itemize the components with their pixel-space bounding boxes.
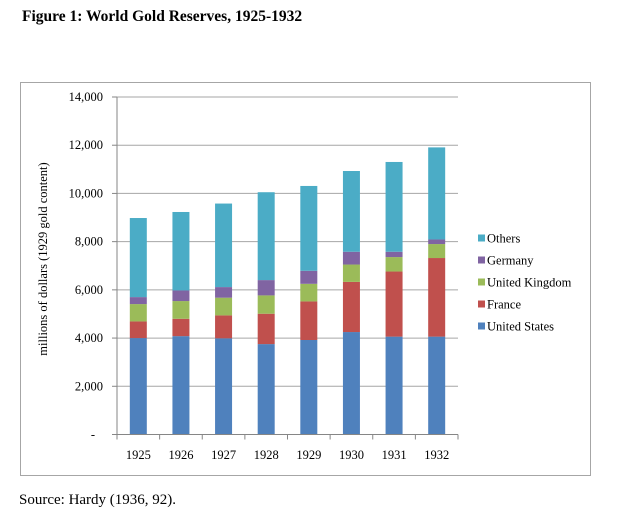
legend-item-united-kingdom: United Kingdom (478, 276, 572, 290)
bar-segment-france-1932 (428, 258, 446, 337)
bar-segment-united-states-1926 (172, 336, 190, 435)
legend-swatch (478, 278, 485, 286)
bar-segment-others-1932 (428, 147, 446, 240)
bar-segment-others-1927 (215, 203, 233, 288)
bar-segment-germany-1929 (300, 270, 318, 284)
bar-segment-united-kingdom-1927 (215, 297, 233, 316)
x-tick-label: 1925 (126, 448, 151, 462)
bar-segment-others-1930 (342, 171, 360, 252)
bar-segment-united-states-1927 (215, 338, 233, 435)
bar-segment-united-kingdom-1929 (300, 283, 318, 302)
bar-segment-france-1927 (215, 315, 233, 339)
x-tick-label: 1928 (254, 448, 279, 462)
x-tick-label: 1926 (168, 448, 193, 462)
bar-segment-germany-1926 (172, 290, 190, 302)
legend: Others Germany United Kingdom France United … (478, 232, 572, 334)
x-tick-labels: 1925 1926 1927 1928 1929 1930 1931 1932 (126, 448, 449, 462)
bars (129, 147, 446, 435)
legend-label: United Kingdom (487, 276, 572, 290)
bar-segment-germany-1927 (215, 287, 233, 298)
bar-segment-united-states-1929 (300, 340, 318, 435)
legend-label: United States (487, 320, 554, 334)
bar-segment-others-1928 (257, 192, 275, 281)
bar-segment-france-1928 (257, 313, 275, 345)
bar-segment-united-kingdom-1932 (428, 244, 446, 259)
y-axis-label: millions of dollars (1929 gold content) (36, 162, 50, 355)
legend-label: Germany (487, 254, 534, 268)
bar-segment-united-kingdom-1925 (129, 304, 147, 322)
source-note: Source: Hardy (1936, 92). (19, 492, 177, 508)
legend-swatch (478, 256, 485, 264)
bar-segment-united-kingdom-1931 (385, 257, 403, 272)
bar-segment-united-states-1925 (129, 338, 147, 435)
x-tick-label: 1931 (382, 448, 407, 462)
x-tick-label: 1927 (211, 448, 236, 462)
y-tick-label: 6,000 (75, 283, 103, 297)
bar-segment-united-states-1932 (428, 336, 446, 435)
bar-segment-germany-1930 (342, 251, 360, 265)
legend-label: France (487, 298, 521, 312)
legend-swatch (478, 300, 485, 308)
bar-segment-others-1925 (129, 218, 147, 298)
bar-segment-others-1926 (172, 211, 190, 291)
y-tick-label: 8,000 (75, 235, 103, 249)
bar-segment-united-kingdom-1926 (172, 301, 190, 319)
legend-swatch (478, 234, 485, 242)
bar-segment-united-kingdom-1928 (257, 295, 275, 314)
legend-swatch (478, 322, 485, 330)
legend-item-united-states: United States (478, 320, 554, 334)
bar-segment-others-1929 (300, 185, 318, 271)
x-tick-label: 1932 (424, 448, 449, 462)
y-tick-labels: - 2,000 4,000 6,000 8,000 10,000 12,000 14,000 (69, 90, 103, 442)
x-tick-label: 1929 (296, 448, 321, 462)
bar-segment-germany-1925 (129, 297, 147, 305)
bar-segment-france-1926 (172, 318, 190, 337)
bar-segment-united-states-1930 (342, 332, 360, 435)
bar-segment-france-1930 (342, 281, 360, 333)
bar-segment-united-kingdom-1930 (342, 264, 360, 282)
bar-segment-france-1925 (129, 321, 147, 339)
x-tick-label: 1930 (339, 448, 364, 462)
bar-segment-germany-1928 (257, 280, 275, 296)
y-tick-label: - (91, 428, 95, 442)
bar-segment-france-1931 (385, 271, 403, 337)
gridlines (117, 96, 458, 387)
bar-segment-united-states-1928 (257, 344, 275, 435)
bar-segment-others-1931 (385, 161, 403, 252)
chart-frame (20, 82, 591, 476)
bar-segment-france-1929 (300, 301, 318, 340)
y-tick-label: 2,000 (75, 379, 103, 393)
legend-item-germany: Germany (478, 254, 534, 268)
axes (112, 96, 459, 440)
legend-item-france: France (478, 298, 521, 312)
y-tick-label: 4,000 (75, 331, 103, 345)
legend-item-others: Others (478, 232, 520, 246)
y-tick-label: 12,000 (69, 138, 103, 152)
bar-segment-germany-1931 (385, 251, 403, 258)
y-tick-label: 14,000 (69, 90, 103, 104)
y-tick-label: 10,000 (69, 186, 103, 200)
bar-segment-germany-1932 (428, 239, 446, 245)
figure-title: Figure 1: World Gold Reserves, 1925-1932 (22, 8, 303, 25)
legend-label: Others (487, 232, 520, 246)
bar-segment-united-states-1931 (385, 336, 403, 435)
